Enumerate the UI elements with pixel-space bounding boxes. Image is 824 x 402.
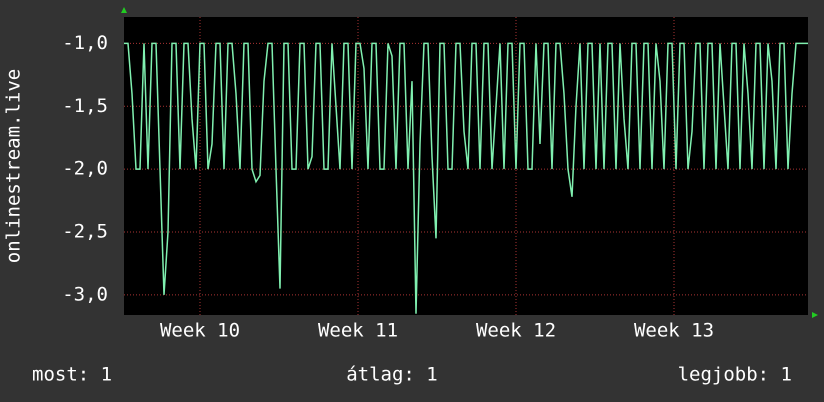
x-tick-label: Week 11	[318, 320, 398, 342]
x-tick-label: Week 13	[634, 320, 714, 342]
footer-current: most: 1	[32, 364, 112, 386]
y-tick-label: -3,0	[62, 283, 108, 305]
x-tick-label: Week 12	[476, 320, 556, 342]
y-tick-label: -1,0	[62, 32, 108, 54]
footer-max: legjobb: 1	[678, 364, 792, 386]
x-tick-label: Week 10	[160, 320, 240, 342]
y-axis-label: onlinestream.live	[3, 69, 25, 263]
line	[124, 42, 808, 314]
y-tick-label: -1,5	[62, 95, 108, 117]
plot-area	[124, 17, 808, 315]
y-axis-arrow	[121, 7, 127, 13]
y-tick-label: -2,5	[62, 221, 108, 243]
x-axis-arrow	[812, 312, 818, 318]
footer-average: átlag: 1	[346, 364, 438, 386]
y-tick-label: -2,0	[62, 158, 108, 180]
